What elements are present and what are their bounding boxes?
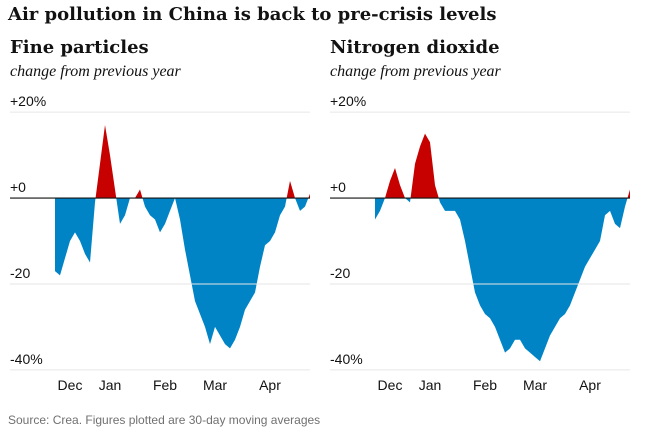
x-tick-label: Mar: [203, 377, 227, 393]
y-tick-label: -40%: [10, 351, 43, 367]
x-tick-label: Jan: [99, 377, 122, 393]
y-tick-label: -20: [10, 265, 30, 281]
y-tick-label: +0: [10, 179, 26, 195]
area: [375, 133, 630, 362]
chart-subtitle: change from previous year: [330, 63, 502, 80]
y-tick-label: -20: [330, 265, 350, 281]
x-tick-label: Dec: [378, 377, 403, 393]
chart-title: Fine particles: [10, 37, 149, 58]
x-tick-label: Mar: [523, 377, 547, 393]
chart-subtitle: change from previous year: [10, 63, 182, 80]
y-tick-label: +20%: [330, 93, 366, 109]
area: [55, 125, 310, 349]
x-tick-label: Dec: [58, 377, 83, 393]
y-tick-label: +0: [330, 179, 346, 195]
x-tick-label: Apr: [259, 377, 281, 393]
x-tick-label: Apr: [579, 377, 601, 393]
x-tick-label: Feb: [473, 377, 497, 393]
y-tick-label: -40%: [330, 351, 363, 367]
x-tick-label: Jan: [419, 377, 442, 393]
source: Source: Crea. Figures plotted are 30-day…: [8, 413, 320, 427]
chart-title: Nitrogen dioxide: [330, 37, 500, 58]
y-tick-label: +20%: [10, 93, 46, 109]
page-title: Air pollution in China is back to pre-cr…: [7, 4, 496, 25]
x-tick-label: Feb: [153, 377, 177, 393]
